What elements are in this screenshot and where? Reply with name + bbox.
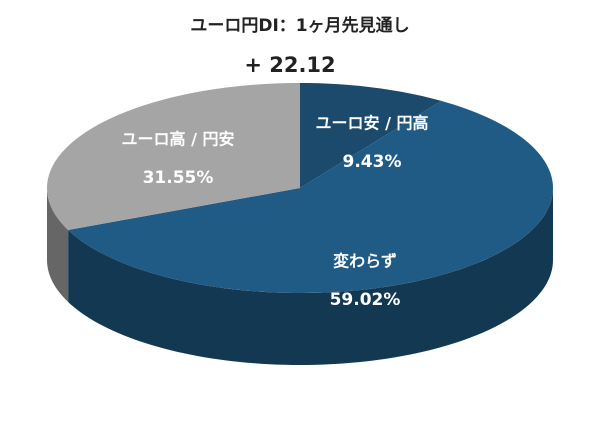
pie-slice [300, 83, 442, 188]
chart-title: ユーロ円DI：1ヶ月先見通し [190, 15, 409, 36]
slice-label: ユーロ安 / 円高 [316, 114, 429, 133]
slice-label: 変わらず [333, 252, 397, 271]
chart-subtitle: + 22.12 [244, 53, 335, 77]
value-label: 59.02% [330, 290, 401, 310]
value-label: 9.43% [343, 152, 402, 172]
pie-slice [68, 100, 553, 293]
pie-side [68, 188, 554, 365]
slice-label: ユーロ高 / 円安 [122, 130, 235, 149]
pie-slice [47, 83, 301, 231]
pie: ユーロ安 / 円高 9.43% 変わらず 59.02% ユーロ高 / 円安 31.55% [47, 83, 554, 365]
value-label: 31.55% [143, 168, 214, 188]
pie-side [47, 188, 69, 303]
